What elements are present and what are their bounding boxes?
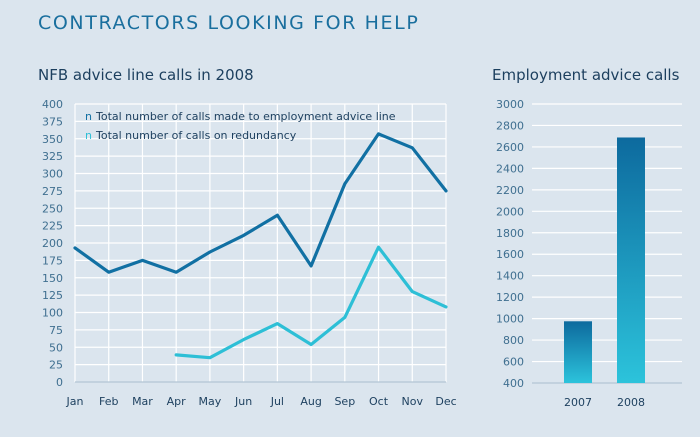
legend-marker: n — [85, 129, 92, 142]
bar-chart-y-tick-label: 1200 — [496, 291, 524, 304]
line-chart-y-tick-label: 325 — [42, 150, 63, 163]
line-series-2 — [174, 245, 448, 360]
line-chart-x-tick-label: Aug — [300, 395, 321, 408]
line-chart-y-tick-label: 225 — [42, 220, 63, 233]
bar-chart-y-tick-label: 400 — [503, 377, 524, 390]
bar-chart-y-tick-label: 2000 — [496, 205, 524, 218]
bar-chart-title: Employment advice calls — [492, 66, 680, 84]
line-chart-y-tick-label: 50 — [49, 341, 63, 354]
line-chart-y-tick-label: 300 — [42, 168, 63, 181]
bar-2007 — [564, 321, 592, 383]
page-title: CONTRACTORS LOOKING FOR HELP — [38, 12, 420, 34]
bar-chart-y-tick-label: 800 — [503, 334, 524, 347]
bar-chart-y-tick-label: 1800 — [496, 227, 524, 240]
legend-item-1: n Total number of calls made to employmen… — [85, 110, 396, 123]
bar-chart-y-tick-label: 2600 — [496, 141, 524, 154]
bar-chart-y-tick-label: 600 — [503, 356, 524, 369]
line-chart-y-tick-label: 400 — [42, 98, 63, 111]
line-chart-x-tick-label: Mar — [132, 395, 153, 408]
line-chart-x-tick-label: Dec — [435, 395, 456, 408]
line-chart-x-tick-label: Nov — [402, 395, 424, 408]
bar-chart-y-tick-label: 2400 — [496, 162, 524, 175]
bar-chart-x-tick-label: 2008 — [617, 396, 645, 409]
line-chart-y-tick-label: 75 — [49, 324, 63, 337]
line-chart-x-tick-label: Oct — [369, 395, 389, 408]
bar-chart-y-tick-label: 3000 — [496, 98, 524, 111]
legend-item-2: n Total number of calls on redundancy — [85, 129, 297, 142]
bar-chart-y-tick-label: 1400 — [496, 270, 524, 283]
bar-chart-y-tick-label: 2800 — [496, 119, 524, 132]
bar-chart-y-tick-label: 1000 — [496, 313, 524, 326]
legend-label: Total number of calls made to employment… — [95, 110, 396, 123]
legend-marker: n — [85, 110, 92, 123]
line-chart-y-tick-label: 125 — [42, 289, 63, 302]
line-chart-y-tick-label: 150 — [42, 272, 63, 285]
line-chart-y-tick-label: 375 — [42, 115, 63, 128]
line-chart-title: NFB advice line calls in 2008 — [38, 66, 254, 84]
line-chart-x-tick-label: Apr — [167, 395, 187, 408]
line-chart-x-tick-label: May — [199, 395, 222, 408]
line-chart-x-tick-label: Jun — [234, 395, 252, 408]
line-chart-x-tick-label: Feb — [99, 395, 118, 408]
line-chart-y-tick-label: 350 — [42, 133, 63, 146]
line-chart-y-tick-label: 25 — [49, 359, 63, 372]
bar-2008 — [617, 137, 645, 383]
line-chart-x-tick-label: Sep — [334, 395, 355, 408]
bar-chart-y-tick-label: 1600 — [496, 248, 524, 261]
line-chart-y-tick-label: 0 — [56, 376, 63, 389]
bar-chart-y-tick-label: 2200 — [496, 184, 524, 197]
line-chart-x-tick-label: Jan — [66, 395, 84, 408]
legend-label: Total number of calls on redundancy — [95, 129, 297, 142]
line-chart-x-tick-label: Jul — [270, 395, 284, 408]
line-chart-y-tick-label: 275 — [42, 185, 63, 198]
line-chart-y-tick-label: 250 — [42, 202, 63, 215]
line-chart-y-tick-label: 175 — [42, 254, 63, 267]
line-chart-y-tick-label: 100 — [42, 307, 63, 320]
bar-chart-x-tick-label: 2007 — [564, 396, 592, 409]
line-chart-y-tick-label: 200 — [42, 237, 63, 250]
line-series-1 — [73, 132, 448, 274]
